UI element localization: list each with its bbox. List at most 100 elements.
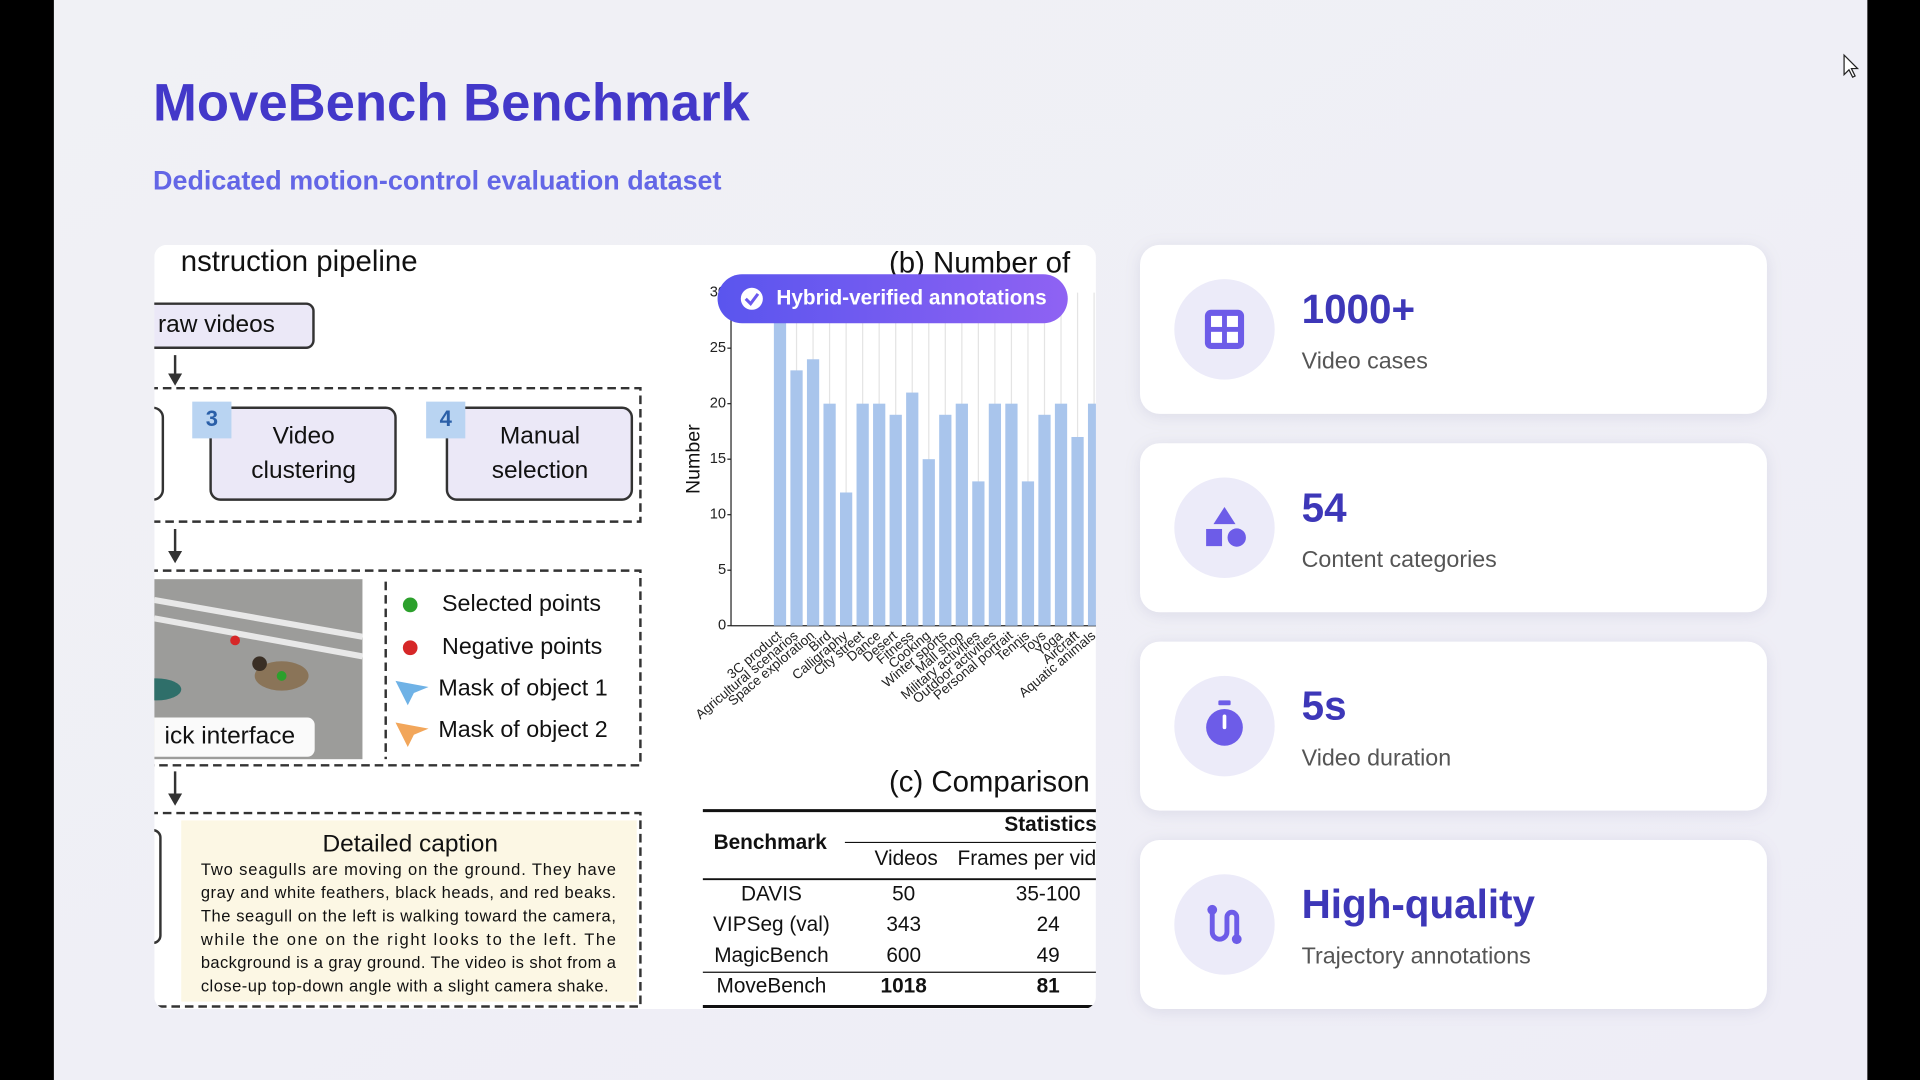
bar <box>939 414 952 626</box>
bar <box>1071 436 1084 626</box>
legend-icon <box>402 640 418 656</box>
caption-line: while the one on the right looks to the … <box>200 930 616 949</box>
table-cell: 50 <box>892 883 915 906</box>
bar <box>1087 403 1096 626</box>
bar <box>1005 403 1018 626</box>
caption-line: background is a gray ground. The video i… <box>201 953 617 972</box>
badge-check <box>744 292 760 307</box>
negative-point <box>230 635 240 646</box>
icon-shape <box>1206 528 1223 547</box>
table-header: Videos <box>875 847 938 870</box>
bar <box>790 370 803 626</box>
stat-value: High-quality <box>1302 881 1536 927</box>
caption-line: close-up top-down angle with a slight ca… <box>201 976 609 995</box>
cursor <box>1843 53 1860 78</box>
legend-label: Selected points <box>442 590 601 616</box>
selected-point <box>276 671 287 681</box>
bar <box>840 492 853 626</box>
caption-box <box>181 820 637 1002</box>
bar <box>806 359 820 626</box>
stat-value: 54 <box>1302 484 1347 530</box>
interface-label: ick interface <box>165 723 296 750</box>
caption-line: Two seagulls are moving on the ground. T… <box>201 860 616 879</box>
table-cell: 35-100 <box>1016 883 1081 906</box>
stat-label: Video cases <box>1302 348 1428 374</box>
chart-title: (b) Number of <box>889 246 1071 279</box>
table-rules <box>702 809 1096 1009</box>
y-tick-label: 5 <box>718 562 726 578</box>
icon-shape <box>1231 934 1242 945</box>
step-number: 4 <box>440 406 453 431</box>
bar <box>972 481 985 626</box>
step-label: clustering <box>251 457 356 484</box>
step-box <box>154 406 165 501</box>
stat-icon <box>1206 700 1243 746</box>
legend-icon <box>395 680 429 706</box>
table-cell: 600 <box>886 944 921 967</box>
arrows <box>168 355 183 806</box>
step-label: Video <box>273 423 335 450</box>
verified-badge <box>717 274 1068 324</box>
stat-card <box>1140 443 1767 613</box>
stat-card <box>1140 840 1767 1009</box>
icon-shape <box>1218 700 1231 706</box>
legend-label: Mask of object 1 <box>438 675 607 701</box>
table-header: Benchmark <box>714 831 828 854</box>
step-badge <box>192 401 232 439</box>
step-box <box>154 828 162 945</box>
table-cell: 81 <box>1037 974 1060 997</box>
bar <box>1021 481 1035 626</box>
stat-icon-bg <box>1174 477 1275 578</box>
stat-value: 1000+ <box>1302 286 1415 332</box>
caption-line: The seagull on the left is walking towar… <box>201 907 616 926</box>
icon-shape <box>1226 315 1238 327</box>
icon-shape <box>1226 331 1238 343</box>
stage-box <box>154 569 642 767</box>
legend-icon <box>395 722 429 747</box>
icon-shape <box>1227 528 1246 547</box>
table-title: (c) Comparison <box>889 765 1090 798</box>
legend-icon <box>402 597 418 613</box>
step-number: 3 <box>206 406 218 431</box>
interface-tag <box>154 717 315 757</box>
road-markings <box>154 596 363 660</box>
bar <box>1054 403 1068 626</box>
icon-shape <box>1213 506 1236 525</box>
stat-icon <box>1206 506 1246 547</box>
y-tick-label: 25 <box>710 340 726 356</box>
step-box <box>445 406 634 501</box>
bar <box>955 403 968 626</box>
icon-shape <box>1211 315 1223 327</box>
y-tick-label: 15 <box>710 451 726 467</box>
badge-label: Hybrid-verified annotations <box>776 286 1046 309</box>
bar <box>873 403 886 626</box>
pipeline-title: nstruction pipeline <box>181 245 418 278</box>
table-cell: MagicBench <box>714 944 828 967</box>
icon-shape <box>1211 331 1223 343</box>
table-cell: 24 <box>1037 913 1060 936</box>
table-cell: 343 <box>886 913 921 936</box>
slide-subtitle: Dedicated motion-control evaluation data… <box>153 166 721 196</box>
table-cell: 1018 <box>881 974 927 997</box>
table-cell: MoveBench <box>717 974 827 997</box>
table-cell: 49 <box>1037 944 1060 967</box>
stat-icon <box>1207 904 1242 945</box>
stat-label: Content categories <box>1302 546 1497 572</box>
bar <box>988 403 1002 626</box>
bird-head <box>252 656 267 672</box>
table-cell: VIPSeg (val) <box>713 913 830 936</box>
bar <box>823 403 836 626</box>
bird-mask <box>154 678 182 701</box>
stage-box <box>154 386 642 523</box>
table-group-header: Statistics <box>1004 813 1096 836</box>
icon-shape <box>1209 909 1240 942</box>
stat-card <box>1140 641 1767 811</box>
slide-title: MoveBench Benchmark <box>153 73 751 132</box>
y-tick-label: 10 <box>710 507 726 523</box>
step-label: selection <box>492 457 589 484</box>
caption-line: gray and white feathers, black heads, an… <box>201 883 616 902</box>
stat-label: Video duration <box>1302 744 1452 770</box>
